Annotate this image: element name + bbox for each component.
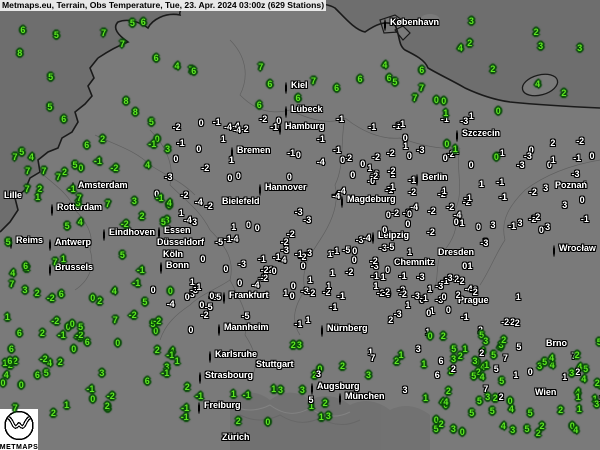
svg-text:METMAPS: METMAPS [0, 444, 38, 450]
